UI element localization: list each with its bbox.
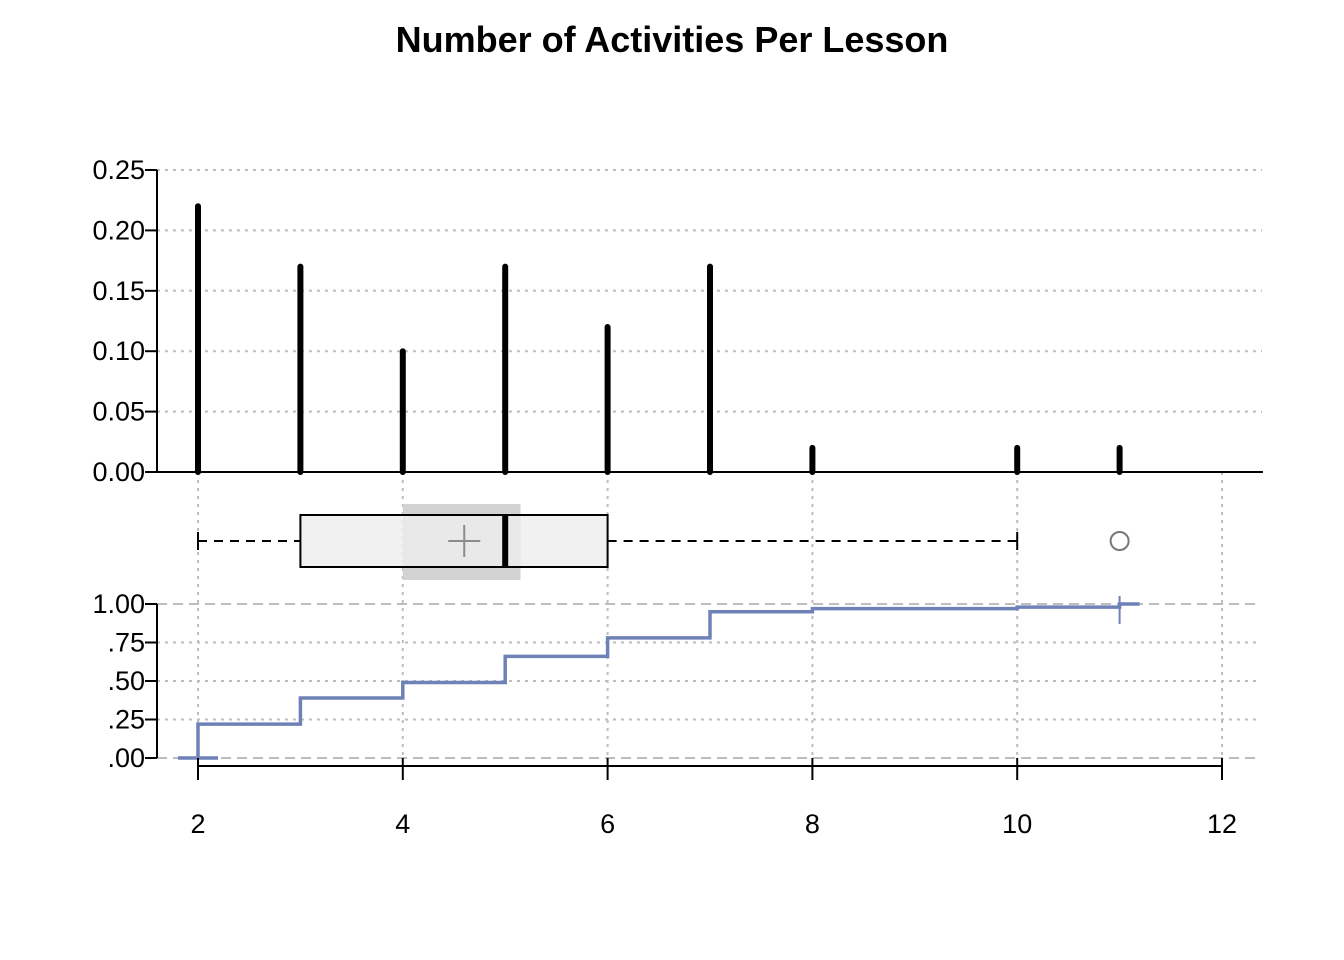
frequency-panel <box>195 203 1123 475</box>
x-tick-label: 2 <box>190 809 205 839</box>
boxplot-panel <box>197 504 1130 580</box>
x-tick-label: 8 <box>805 809 820 839</box>
ecdf-y-tick-label: .00 <box>107 743 145 773</box>
x-tick-label: 6 <box>600 809 615 839</box>
ecdf-panel <box>178 596 1140 760</box>
x-tick-label: 12 <box>1207 809 1237 839</box>
chart-title: Number of Activities Per Lesson <box>396 19 949 60</box>
hist-y-tick-label: 0.00 <box>92 457 145 487</box>
hist-y-tick-label: 0.25 <box>92 155 145 185</box>
ecdf-y-tick-label: .75 <box>107 628 145 658</box>
ecdf-y-tick-label: .50 <box>107 666 145 696</box>
hist-y-tick-label: 0.05 <box>92 397 145 427</box>
hist-y-tick-label: 0.20 <box>92 215 145 245</box>
x-tick-label: 4 <box>395 809 410 839</box>
hist-y-tick-label: 0.10 <box>92 336 145 366</box>
axes: 0.00 0.05 0.10 0.15 0.20 0.25 .00 .25 .50 .75 1.00… <box>92 155 1263 839</box>
hist-y-tick-label: 0.15 <box>92 276 145 306</box>
x-tick-label: 10 <box>1002 809 1032 839</box>
ecdf-y-tick-label: 1.00 <box>92 589 145 619</box>
ecdf-y-tick-label: .25 <box>107 705 145 735</box>
ecdf-step-line <box>178 602 1140 760</box>
outlier-point <box>1109 531 1130 551</box>
